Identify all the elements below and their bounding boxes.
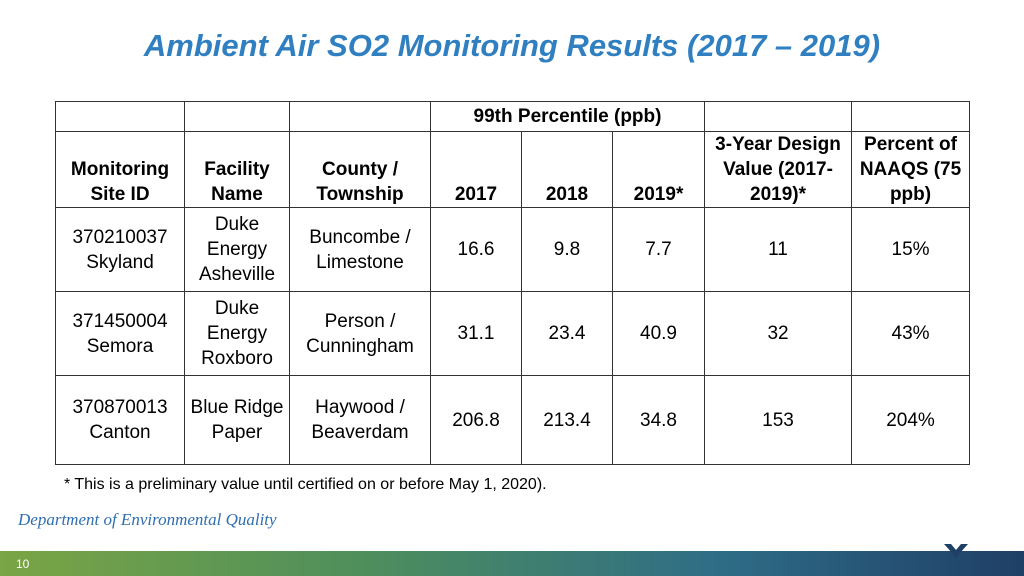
monitoring-results-table: 99th Percentile (ppb) Monitoring Site ID…: [55, 101, 971, 465]
header-2019: 2019*: [611, 131, 706, 208]
table-row: 371450004 Semora Duke Energy Roxboro Per…: [55, 291, 971, 376]
county-cell: Buncombe / Limestone: [289, 207, 431, 292]
value-2019-cell: 40.9: [611, 291, 706, 376]
header-2018: 2018: [521, 131, 613, 208]
footer-gradient-bar: [0, 551, 1024, 576]
facility-cell: Duke Energy Roxboro: [184, 291, 290, 376]
facility-cell: Blue Ridge Paper: [184, 375, 290, 465]
value-2018-cell: 23.4: [521, 291, 613, 376]
header-percent-naaqs: Percent of NAAQS (75 ppb): [851, 131, 971, 208]
percent-naaqs-cell: 43%: [851, 291, 971, 376]
footnote: * This is a preliminary value until cert…: [64, 476, 547, 493]
blank-header-cell: [704, 101, 853, 132]
slide-title: Ambient Air SO2 Monitoring Results (2017…: [143, 28, 881, 63]
percent-naaqs-cell: 204%: [851, 375, 971, 465]
value-2018-cell: 213.4: [521, 375, 613, 465]
value-2017-cell: 206.8: [430, 375, 522, 465]
value-2019-cell: 34.8: [611, 375, 706, 465]
department-name: Department of Environmental Quality: [18, 510, 277, 529]
value-2017-cell: 31.1: [430, 291, 522, 376]
page-number: 10: [16, 557, 30, 571]
county-cell: Person / Cunningham: [289, 291, 431, 376]
deq-chevron-icon: [944, 544, 968, 558]
table-row: 370210037 Skyland Duke Energy Asheville …: [55, 207, 971, 292]
blank-header-cell: [55, 101, 185, 132]
site-id-cell: 370870013 Canton: [55, 375, 185, 465]
table-row: 370870013 Canton Blue Ridge Paper Haywoo…: [55, 375, 971, 465]
header-county-township: County / Township: [289, 131, 431, 208]
design-value-cell: 32: [704, 291, 853, 376]
column-header-row: Monitoring Site ID Facility Name County …: [55, 131, 971, 208]
header-site-id: Monitoring Site ID: [55, 131, 185, 208]
design-value-cell: 153: [704, 375, 853, 465]
blank-header-cell: [184, 101, 290, 132]
value-2018-cell: 9.8: [521, 207, 613, 292]
blank-header-cell: [851, 101, 971, 132]
percentile-group-header: 99th Percentile (ppb): [429, 101, 706, 132]
header-design-value: 3-Year Design Value (2017-2019)*: [704, 131, 853, 208]
group-header-row: 99th Percentile (ppb): [55, 101, 971, 132]
value-2019-cell: 7.7: [611, 207, 706, 292]
header-2017: 2017: [430, 131, 522, 208]
site-id-cell: 370210037 Skyland: [55, 207, 185, 292]
header-facility-name: Facility Name: [184, 131, 290, 208]
county-cell: Haywood / Beaverdam: [289, 375, 431, 465]
blank-header-cell: [289, 101, 431, 132]
facility-cell: Duke Energy Asheville: [184, 207, 290, 292]
design-value-cell: 11: [704, 207, 853, 292]
percent-naaqs-cell: 15%: [851, 207, 971, 292]
value-2017-cell: 16.6: [430, 207, 522, 292]
site-id-cell: 371450004 Semora: [55, 291, 185, 376]
